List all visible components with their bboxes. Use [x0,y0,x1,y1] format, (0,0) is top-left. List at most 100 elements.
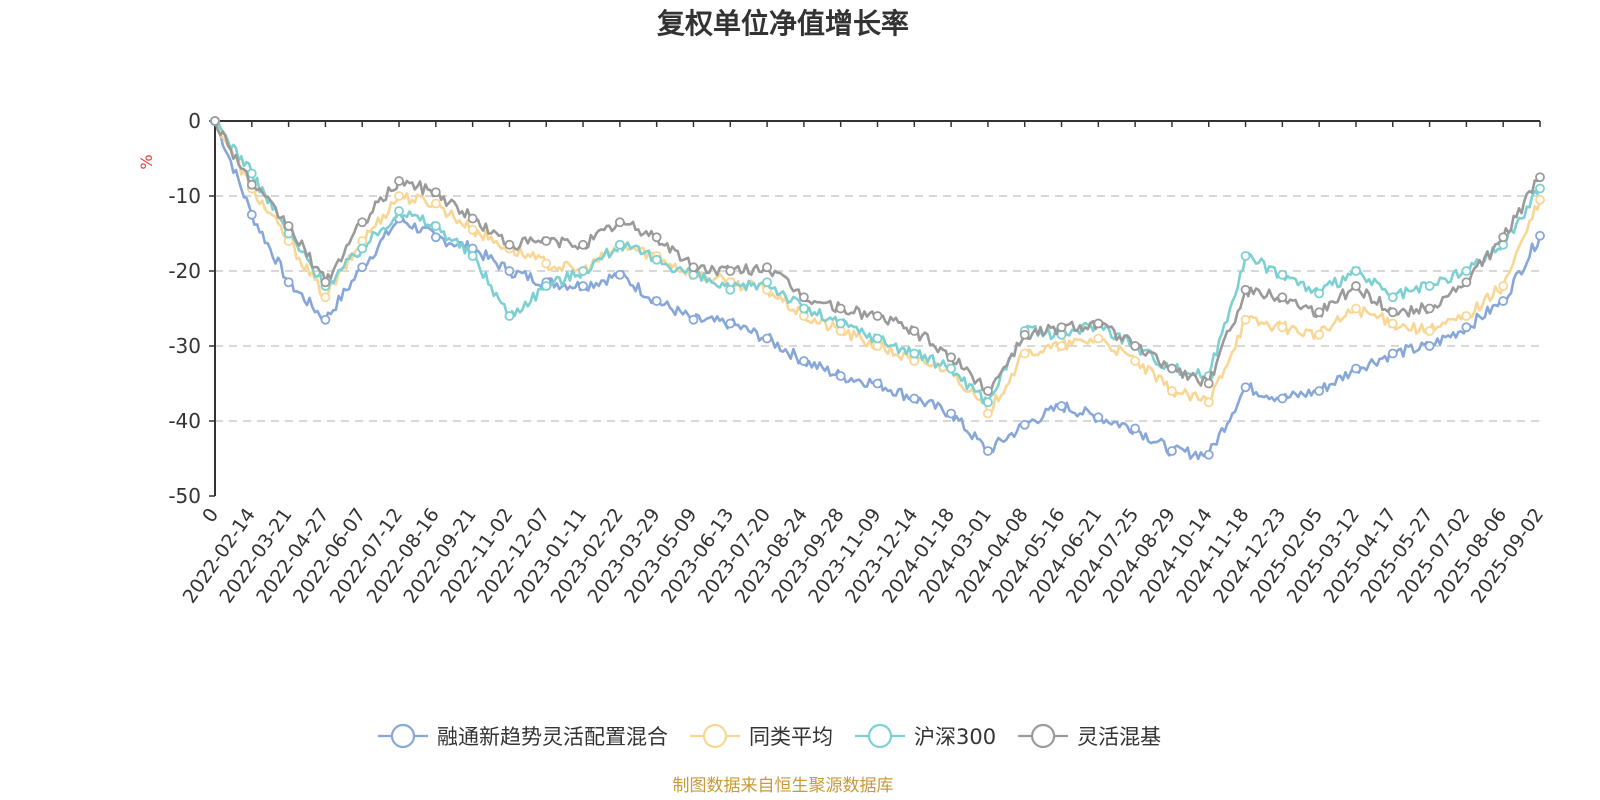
data-point [798,356,809,366]
data-point [946,408,957,419]
data-point [283,221,294,231]
data-point [357,243,368,254]
legend-label: 融通新趋势灵活配置混合 [437,725,668,749]
data-point [762,262,772,273]
data-point [504,266,515,276]
data-point [1277,322,1288,333]
data-point [430,198,441,209]
y-tick-label: 0 [188,109,201,133]
series-layer [210,116,1545,461]
data-point [1277,393,1288,404]
data-point [1130,341,1141,351]
data-point [614,239,625,250]
data-point [1093,412,1104,423]
data-point [467,213,478,224]
legend-circle-icon [1030,723,1056,749]
data-point [1461,266,1472,276]
data-point [983,397,993,408]
data-point [688,314,699,325]
data-point [1535,183,1545,194]
y-tick-label: -30 [168,334,201,358]
data-point [541,258,552,269]
y-tick-label: -40 [168,409,201,433]
data-point [725,284,736,295]
data-point [872,311,883,321]
data-point [357,217,368,228]
data-point [430,232,441,243]
data-point [467,251,478,261]
data-point [1461,277,1472,288]
series-line [213,120,1542,394]
legend-item[interactable]: 同类平均 [690,723,833,749]
series-4 [210,116,1545,396]
data-point [762,277,772,288]
data-point [1167,386,1177,396]
data-point [1424,303,1435,314]
data-point [578,239,588,250]
data-point [1498,281,1509,291]
legend-label: 沪深300 [914,725,996,749]
data-point [541,236,552,246]
data-point [1314,307,1325,318]
data-point [246,179,257,190]
data-point [1203,449,1214,460]
series-1 [210,116,1545,461]
data-point [762,333,772,344]
data-point [1351,266,1361,276]
data-point [430,221,441,231]
data-point [1498,296,1509,306]
legend[interactable]: 融通新趋势灵活配置混合 同类平均 沪深300 灵活混基 [378,723,1161,749]
data-point [1314,329,1325,340]
data-point [1314,386,1325,396]
data-point [1461,322,1472,333]
data-point [1167,363,1177,374]
data-point [1535,172,1545,183]
data-point [725,318,736,329]
data-point [504,239,515,250]
data-point [1277,269,1288,280]
data-point [394,191,404,201]
data-point [1498,232,1509,243]
data-point [798,292,809,303]
y-tick-label: -20 [168,259,201,283]
source-note: 制图数据来自恒生聚源数据库 [673,776,894,796]
data-point [1535,194,1545,205]
data-point [1240,314,1251,325]
data-point [357,262,368,273]
legend-item[interactable]: 沪深300 [855,723,996,749]
data-point [909,326,920,336]
legend-item[interactable]: 融通新趋势灵活配置混合 [378,723,668,749]
data-point [1351,281,1361,291]
data-point [1387,348,1398,359]
data-point [1056,322,1067,333]
series-2 [210,116,1545,419]
data-point [394,176,404,186]
data-point [1019,419,1030,430]
data-point [835,303,846,314]
data-point [983,446,993,456]
data-point [246,168,257,179]
data-point [1240,284,1251,295]
legend-item[interactable]: 灵活混基 [1018,723,1161,749]
data-point [651,254,662,265]
series-line [215,119,1542,405]
data-point [320,292,331,303]
data-point [467,224,478,235]
legend-label: 同类平均 [749,725,833,749]
legend-circle-icon [867,723,893,749]
data-point [1130,356,1141,366]
data-point [1056,341,1067,351]
data-point [1130,423,1141,434]
data-point [1019,348,1030,359]
data-point [1277,292,1288,303]
series-3 [210,116,1545,408]
data-point [320,314,331,325]
legend-circle-icon [390,723,416,749]
data-point [246,209,257,220]
data-point [1203,378,1214,389]
data-point [394,206,404,216]
data-point [1461,311,1472,321]
data-point [1535,230,1545,241]
data-point [946,363,957,374]
data-point [320,277,331,288]
